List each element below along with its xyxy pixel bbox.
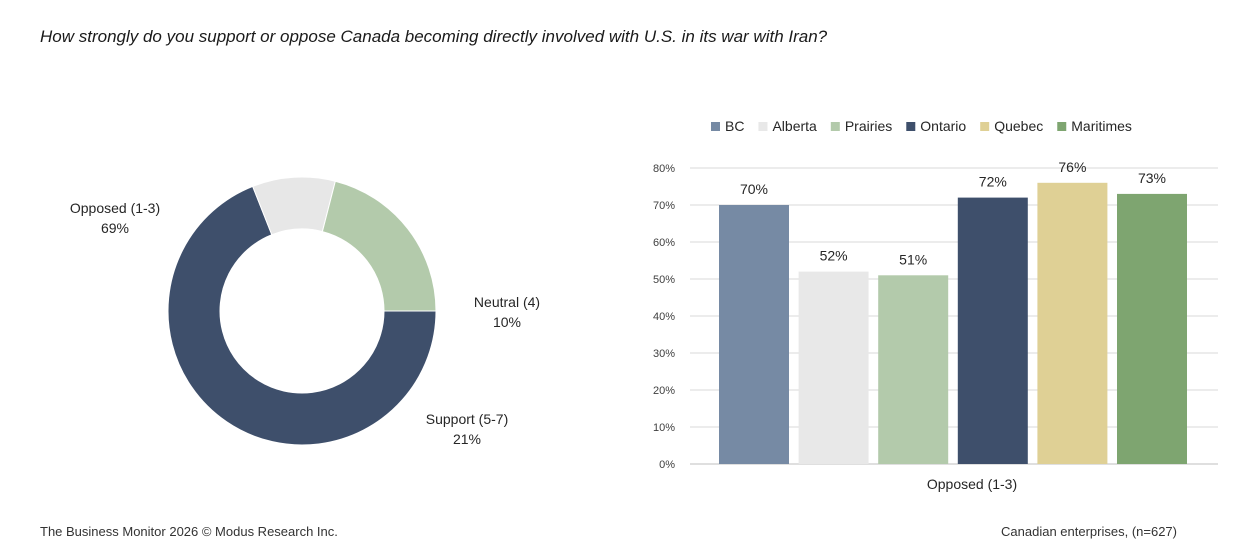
bar-value-label-alberta: 52%: [820, 248, 848, 264]
y-tick-label-60: 60%: [653, 237, 675, 249]
legend-label-prairies: Prairies: [845, 118, 892, 134]
legend-label-alberta: Alberta: [772, 118, 817, 134]
legend-swatch-alberta: [758, 122, 768, 131]
y-tick-label-80: 80%: [653, 163, 675, 175]
y-tick-label-50: 50%: [653, 274, 675, 286]
donut-label-opposed-1-3: Opposed (1-3): [70, 200, 160, 216]
bar-prairies: [878, 275, 949, 464]
donut-label-support-5-7: Support (5-7): [426, 411, 508, 427]
donut-slice-opposed-1-3: [167, 185, 437, 446]
bar-ontario: [957, 197, 1028, 464]
bar-bc: [719, 205, 789, 464]
legend-swatch-ontario: [906, 122, 916, 131]
y-tick-label-40: 40%: [653, 311, 675, 323]
legend-label-quebec: Quebec: [994, 118, 1043, 134]
footer-sample-note: Canadian enterprises, (n=627): [1001, 524, 1177, 539]
bar-quebec: [1037, 182, 1108, 465]
bar-chart: 0% 10% 20% 30% 40% 50% 60% 70% 80% 70% 52% 51% 72% 76…: [653, 118, 1218, 492]
bar-value-label-ontario: 72%: [979, 174, 1007, 190]
legend-label-ontario: Ontario: [920, 118, 966, 134]
x-category-label: Opposed (1-3): [927, 476, 1017, 492]
legend-swatch-maritimes: [1057, 122, 1067, 131]
footer-copyright: The Business Monitor 2026 © Modus Resear…: [40, 524, 338, 539]
donut-value-support-5-7: 21%: [453, 431, 481, 447]
y-tick-label-20: 20%: [653, 385, 675, 397]
donut-value-opposed-1-3: 69%: [101, 220, 129, 236]
bar-maritimes: [1117, 193, 1187, 464]
bar-value-label-bc: 70%: [740, 181, 768, 197]
bar-value-label-maritimes: 73%: [1138, 170, 1166, 186]
donut-slice-support-5-7: [321, 180, 437, 312]
legend-swatch-quebec: [980, 122, 990, 131]
legend-label-bc: BC: [725, 118, 744, 134]
chart-question-title: How strongly do you support or oppose Ca…: [40, 27, 828, 46]
bar-value-label-quebec: 76%: [1058, 159, 1086, 175]
y-tick-label-0: 0%: [659, 459, 675, 471]
legend-label-maritimes: Maritimes: [1071, 118, 1132, 134]
donut-value-neutral-4: 10%: [493, 314, 521, 330]
donut-label-neutral-4: Neutral (4): [474, 294, 540, 310]
donut-chart: Opposed (1-3) 69% Neutral (4) 10% Support (5…: [70, 176, 540, 447]
bar-alberta: [798, 271, 869, 464]
legend-swatch-bc: [711, 122, 720, 131]
y-tick-label-10: 10%: [653, 422, 675, 434]
legend-swatch-prairies: [830, 122, 840, 131]
bar-value-label-prairies: 51%: [899, 251, 927, 267]
y-tick-label-30: 30%: [653, 348, 675, 360]
y-tick-label-70: 70%: [653, 200, 675, 212]
